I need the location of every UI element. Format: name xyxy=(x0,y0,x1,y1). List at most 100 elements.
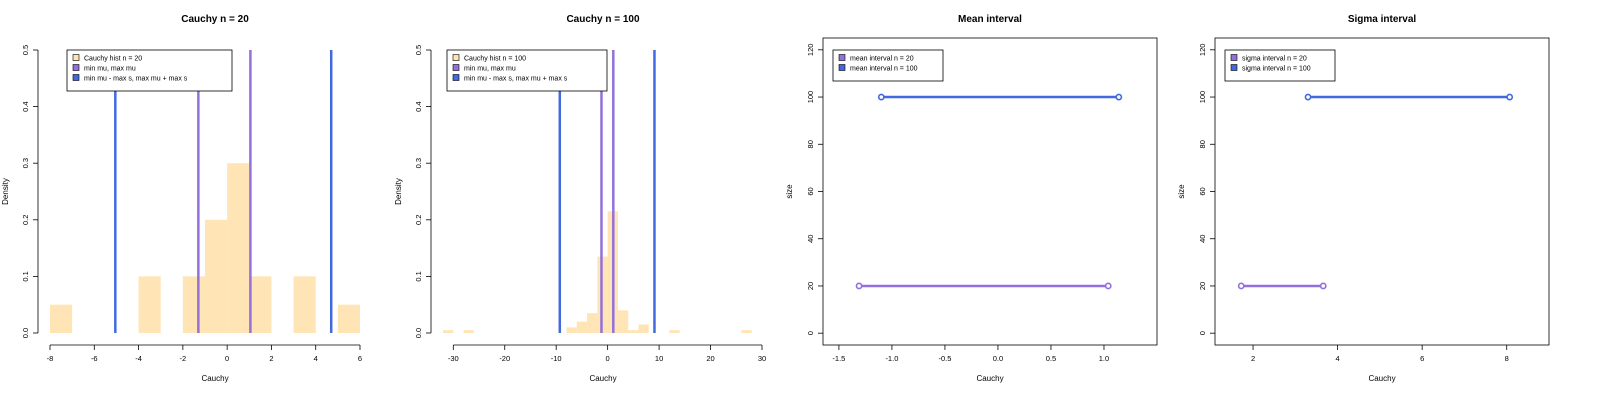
y-tick-label: 0.5 xyxy=(414,45,423,55)
histogram-bar xyxy=(587,313,598,333)
x-tick-label: -1.0 xyxy=(885,354,898,363)
y-tick-label: 0.3 xyxy=(414,158,423,168)
plot-frame xyxy=(822,37,1158,346)
legend-swatch xyxy=(838,54,846,61)
histogram-bar xyxy=(249,276,272,333)
y-tick-label: 0.3 xyxy=(21,158,30,168)
x-tick-label: 4 xyxy=(314,354,318,363)
legend-label: Cauchy hist n = 100 xyxy=(464,56,526,63)
interval-endpoint xyxy=(1115,93,1123,101)
legend-label: min mu - max s, max mu + max s xyxy=(84,76,188,83)
y-tick-label: 0.2 xyxy=(414,215,423,225)
x-tick-label: -30 xyxy=(448,354,459,363)
legend-label: mean interval n = 100 xyxy=(850,66,918,73)
x-tick-label: 4 xyxy=(1336,354,1340,363)
interval-endpoint xyxy=(1506,93,1514,101)
histogram-bar xyxy=(138,276,161,333)
chart-title: Cauchy n = 20 xyxy=(181,14,249,25)
y-tick-label: 60 xyxy=(1198,187,1207,195)
legend-label: min mu - max s, max mu + max s xyxy=(464,76,568,83)
legend-swatch xyxy=(452,64,460,71)
legend-swatch xyxy=(1230,54,1238,61)
legend-swatch xyxy=(452,74,460,81)
histogram-bar xyxy=(50,304,73,333)
y-tick-label: 0.4 xyxy=(414,101,423,111)
y-tick-label: 120 xyxy=(1198,44,1207,57)
legend-label: sigma interval n = 20 xyxy=(1242,56,1307,63)
y-tick-label: 100 xyxy=(1198,91,1207,104)
histogram-bar xyxy=(669,330,680,333)
legend: Cauchy hist n = 100 min mu, max mu min mu … xyxy=(446,49,608,92)
chart-title: Sigma interval xyxy=(1348,14,1417,25)
chart-panel-4: Sigma interval sigma interval n = 20sigma… xyxy=(1210,14,1550,350)
y-axis-label: Density xyxy=(1,178,10,205)
y-tick-label: 0.1 xyxy=(21,271,30,281)
legend-box xyxy=(446,49,608,92)
y-axis-label: size xyxy=(785,184,794,199)
x-tick-label: 0 xyxy=(225,354,229,363)
y-tick-label: 80 xyxy=(1198,140,1207,148)
y-tick-label: 20 xyxy=(806,282,815,290)
y-tick-label: 40 xyxy=(1198,235,1207,243)
legend: Cauchy hist n = 20 min mu, max mu min mu -… xyxy=(66,49,233,92)
x-tick-label: 2 xyxy=(269,354,273,363)
chart-panel-2: Cauchy n = 100 Cauchy hist n = 100 min mu,… xyxy=(426,14,763,350)
y-tick-label: 100 xyxy=(806,91,815,104)
plot-frame xyxy=(1214,37,1550,346)
x-tick-label: 1.0 xyxy=(1099,354,1109,363)
y-tick-label: 0.5 xyxy=(21,45,30,55)
x-tick-label: -1.5 xyxy=(832,354,845,363)
legend-swatch xyxy=(838,64,846,71)
x-tick-label: -4 xyxy=(135,354,142,363)
x-tick-label: -10 xyxy=(551,354,562,363)
legend: sigma interval n = 20 sigma interval n = … xyxy=(1224,49,1336,82)
legend-label: min mu, max mu xyxy=(464,66,516,73)
legend-label: mean interval n = 20 xyxy=(850,56,914,63)
x-axis-label: Cauchy xyxy=(589,374,616,383)
legend: mean interval n = 20 mean interval n = 10… xyxy=(832,49,944,82)
legend-label: Cauchy hist n = 20 xyxy=(84,56,142,63)
y-tick-label: 0.2 xyxy=(21,215,30,225)
x-tick-label: 6 xyxy=(1420,354,1424,363)
histogram-bar xyxy=(638,324,649,333)
histogram-bar xyxy=(293,276,316,333)
x-tick-label: -2 xyxy=(180,354,187,363)
x-axis-label: Cauchy xyxy=(201,374,228,383)
legend-swatch xyxy=(72,74,80,81)
y-tick-label: 0.1 xyxy=(414,271,423,281)
x-tick-label: -6 xyxy=(91,354,98,363)
histogram-bar xyxy=(741,330,752,333)
y-tick-label: 0.0 xyxy=(414,328,423,338)
y-tick-label: 120 xyxy=(806,44,815,57)
legend-swatch xyxy=(72,54,80,61)
y-tick-label: 40 xyxy=(806,235,815,243)
x-tick-label: 0.0 xyxy=(993,354,1003,363)
legend-swatch xyxy=(72,64,80,71)
x-tick-label: 2 xyxy=(1251,354,1255,363)
y-tick-label: 0.4 xyxy=(21,101,30,111)
interval-endpoint xyxy=(855,282,863,290)
x-tick-label: 0 xyxy=(606,354,610,363)
x-tick-label: 6 xyxy=(358,354,362,363)
histogram-bar xyxy=(443,330,454,333)
legend-swatch xyxy=(1230,64,1238,71)
x-tick-label: 8 xyxy=(1505,354,1509,363)
histogram-bar xyxy=(227,163,250,333)
y-tick-label: 20 xyxy=(1198,282,1207,290)
legend-box xyxy=(1224,49,1336,82)
chart-title: Cauchy n = 100 xyxy=(566,14,640,25)
interval-endpoint xyxy=(1304,93,1312,101)
interval-endpoint xyxy=(877,93,885,101)
histogram-bar xyxy=(463,330,474,333)
y-axis-label: Density xyxy=(394,178,403,205)
histogram-bar xyxy=(337,304,360,333)
histogram-bar xyxy=(628,330,639,333)
histogram-bar xyxy=(617,310,629,333)
legend-box xyxy=(832,49,944,82)
histogram-bar xyxy=(576,321,588,333)
interval-endpoint xyxy=(1319,282,1327,290)
x-axis-label: Cauchy xyxy=(1368,374,1395,383)
x-tick-label: 0.5 xyxy=(1046,354,1056,363)
x-tick-label: -8 xyxy=(47,354,54,363)
